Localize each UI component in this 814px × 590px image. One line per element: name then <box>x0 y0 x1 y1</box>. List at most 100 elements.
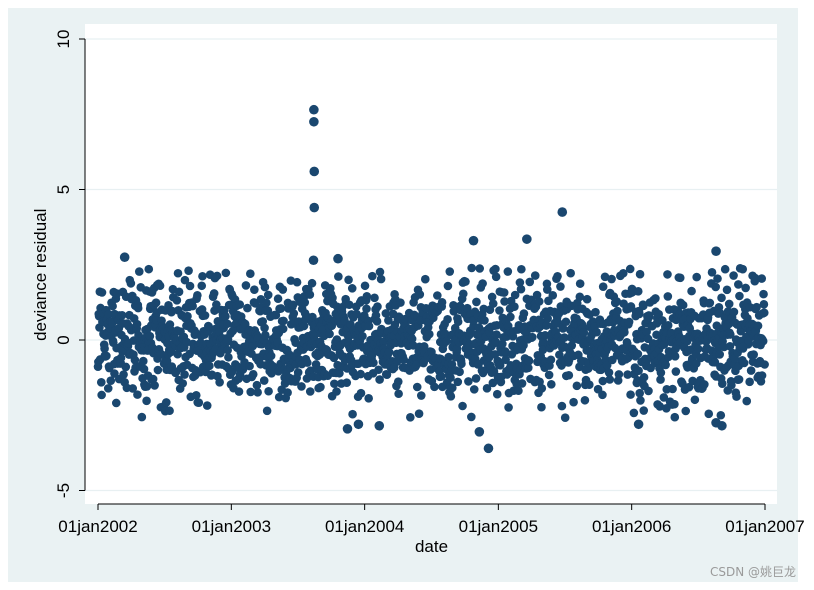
y-tick-label: 0 <box>54 335 73 344</box>
data-point <box>530 271 540 280</box>
outlier-point <box>308 255 319 266</box>
data-point <box>370 293 379 303</box>
data-point <box>108 301 117 311</box>
outlier-point <box>468 235 479 246</box>
data-point <box>142 382 152 391</box>
data-point <box>524 363 533 373</box>
y-tick-label: -5 <box>54 483 73 498</box>
data-point <box>500 347 510 356</box>
data-point <box>151 298 161 307</box>
data-point <box>288 300 298 310</box>
x-tick-label: 01jan2006 <box>592 517 671 536</box>
data-point <box>514 386 523 396</box>
data-point <box>585 380 594 390</box>
data-point <box>488 299 498 308</box>
data-point <box>372 317 382 326</box>
data-point <box>444 352 453 362</box>
data-point <box>495 306 504 315</box>
data-point <box>234 387 244 396</box>
data-point <box>741 283 750 293</box>
data-point <box>517 264 526 274</box>
x-tick-label: 01jan2005 <box>459 517 538 536</box>
data-point <box>575 292 585 302</box>
data-point <box>412 382 422 392</box>
data-point <box>261 330 270 340</box>
x-tick-label: 01jan2002 <box>58 517 137 536</box>
data-point <box>684 382 694 392</box>
data-point <box>716 410 726 420</box>
y-tick-label: 10 <box>54 30 73 49</box>
data-point <box>394 389 403 399</box>
data-point <box>173 349 182 359</box>
data-point <box>224 352 233 362</box>
data-point <box>200 311 210 320</box>
data-point <box>488 378 498 388</box>
data-point <box>375 267 385 277</box>
data-point <box>752 302 761 312</box>
data-point <box>106 376 116 386</box>
data-point <box>720 264 730 274</box>
data-point <box>180 275 190 285</box>
data-point <box>746 366 756 375</box>
data-point <box>713 274 722 283</box>
data-point <box>629 408 639 418</box>
data-point <box>612 297 621 306</box>
data-point <box>358 331 367 341</box>
data-point <box>316 382 325 392</box>
data-point <box>414 409 424 419</box>
data-point <box>144 264 154 274</box>
data-point <box>142 396 151 406</box>
data-point <box>582 294 592 304</box>
data-point <box>325 329 334 339</box>
data-point <box>620 328 629 337</box>
data-point <box>188 301 197 311</box>
data-point <box>443 315 452 324</box>
data-point <box>104 309 113 319</box>
data-point <box>495 361 505 370</box>
data-point <box>356 369 365 379</box>
data-point <box>678 300 688 310</box>
data-point <box>651 294 660 303</box>
data-point <box>480 316 489 325</box>
outlier-point <box>711 417 721 428</box>
data-point <box>482 384 492 393</box>
data-point <box>534 297 544 306</box>
data-point <box>246 387 255 397</box>
data-point <box>262 406 272 416</box>
data-point <box>635 309 644 319</box>
data-point <box>742 396 752 406</box>
data-point <box>734 280 743 289</box>
data-point <box>692 272 701 282</box>
data-point <box>499 288 509 297</box>
data-point <box>717 379 727 388</box>
data-point <box>448 383 457 393</box>
outlier-point <box>633 419 644 430</box>
data-point <box>442 336 451 346</box>
data-point <box>519 309 529 318</box>
data-point <box>749 350 758 359</box>
data-point <box>661 360 670 370</box>
data-point <box>271 310 281 320</box>
data-point <box>760 360 769 369</box>
data-point <box>293 368 303 377</box>
data-point <box>453 377 463 387</box>
data-point <box>235 300 245 309</box>
data-point <box>155 281 165 291</box>
data-point <box>690 395 700 405</box>
data-point <box>561 317 571 327</box>
data-point <box>729 307 739 317</box>
outlier-point <box>374 420 385 431</box>
data-point <box>542 321 551 330</box>
data-point <box>111 398 121 408</box>
data-point <box>384 316 393 325</box>
data-point <box>759 308 769 318</box>
data-point <box>209 289 219 298</box>
data-point <box>260 282 270 292</box>
data-point <box>739 358 749 368</box>
data-point <box>572 381 582 391</box>
outlier-point <box>711 246 721 256</box>
data-point <box>592 327 601 337</box>
outlier-point <box>119 252 130 263</box>
data-point <box>591 307 600 317</box>
data-point <box>598 390 607 400</box>
